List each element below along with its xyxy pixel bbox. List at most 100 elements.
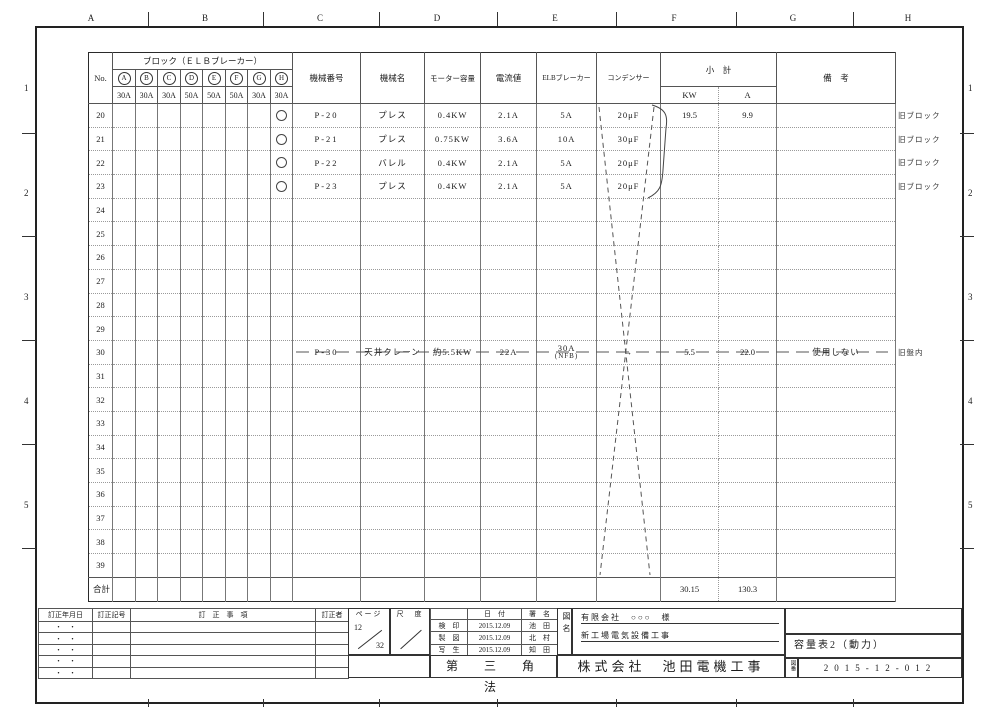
block-cell bbox=[112, 269, 136, 294]
block-cell bbox=[135, 364, 158, 389]
block-cell bbox=[247, 364, 271, 389]
block-cell bbox=[180, 150, 203, 176]
block-cell bbox=[135, 340, 158, 365]
zone-tick-left bbox=[22, 444, 36, 445]
sign-name-header: 署 名 bbox=[521, 608, 558, 620]
block-cell bbox=[247, 529, 271, 555]
remarks-cell bbox=[776, 435, 897, 460]
block-cell bbox=[180, 127, 203, 152]
remarks-cell bbox=[776, 103, 897, 128]
block-cell bbox=[225, 411, 248, 436]
condenser-value bbox=[596, 198, 662, 223]
zone-tick-left bbox=[22, 236, 36, 237]
remarks-cell bbox=[776, 506, 897, 531]
block-cell bbox=[180, 553, 203, 578]
header-elb: ELBブレーカー bbox=[536, 52, 598, 104]
correction-symbol bbox=[92, 620, 131, 634]
block-letter-header: A bbox=[112, 69, 136, 87]
machine-no bbox=[292, 198, 362, 223]
zone-tick-bottom bbox=[497, 699, 498, 707]
block-cell bbox=[157, 269, 181, 294]
block-cell bbox=[112, 435, 136, 460]
condenser-value bbox=[596, 435, 662, 460]
correction-row: ・ ・ bbox=[38, 620, 349, 634]
header-subtotal: 小 計 bbox=[660, 52, 778, 87]
block-cell bbox=[180, 174, 203, 199]
block-cell bbox=[225, 506, 248, 531]
block-cell bbox=[112, 150, 136, 176]
block-cell bbox=[157, 340, 181, 365]
zone-tick-right bbox=[960, 133, 974, 134]
subtotal-kw bbox=[660, 387, 720, 412]
page-label: ページ bbox=[355, 610, 383, 618]
block-cell bbox=[180, 198, 203, 223]
subtotal-a bbox=[718, 221, 778, 247]
machine-name: プレス bbox=[360, 103, 426, 128]
motor-capacity bbox=[424, 245, 482, 270]
motor-capacity bbox=[424, 458, 482, 483]
table-row: 25 bbox=[88, 221, 897, 247]
remarks-cell bbox=[776, 458, 897, 483]
block-cell bbox=[157, 576, 181, 602]
header-remarks: 備 考 bbox=[776, 52, 897, 104]
block-cell bbox=[180, 435, 203, 460]
zone-tick-right bbox=[960, 548, 974, 549]
table-row: 38 bbox=[88, 529, 897, 555]
block-cell bbox=[135, 482, 158, 507]
block-cell bbox=[202, 103, 226, 128]
circled-letter: B bbox=[140, 71, 153, 85]
zone-number-left: 1 bbox=[24, 83, 29, 93]
block-cell bbox=[247, 482, 271, 507]
current-value: 2.1A bbox=[480, 174, 538, 199]
machine-name: プレス bbox=[360, 127, 426, 152]
block-cell bbox=[157, 435, 181, 460]
signature-date: 2015.12.09 bbox=[467, 631, 522, 645]
block-cell bbox=[202, 576, 226, 602]
subtotal-kw bbox=[660, 269, 720, 294]
table-row: 29 bbox=[88, 316, 897, 341]
row-no: 24 bbox=[88, 198, 113, 223]
signature-role: 検 印 bbox=[430, 618, 468, 633]
table-row: 28 bbox=[88, 293, 897, 318]
block-cell bbox=[112, 340, 136, 365]
remarks-cell bbox=[776, 316, 897, 341]
subtotal-kw bbox=[660, 458, 720, 483]
block-cell bbox=[202, 364, 226, 389]
elb-breaker bbox=[536, 411, 598, 436]
block-cell bbox=[247, 458, 271, 483]
block-cell bbox=[157, 150, 181, 176]
block-cell bbox=[202, 340, 226, 365]
block-cell bbox=[112, 316, 136, 341]
zone-number-right: 1 bbox=[968, 83, 973, 93]
remarks-cell bbox=[776, 482, 897, 507]
client-box: 有限会社 ○○○ 様 新工場電気設備工事 bbox=[572, 608, 785, 655]
subtotal-kw bbox=[660, 293, 720, 318]
condenser-value bbox=[596, 245, 662, 270]
sheet-title: 容量表2（動力） bbox=[785, 634, 962, 658]
block-amp: 30A bbox=[157, 86, 181, 104]
block-cell bbox=[112, 458, 136, 483]
scale-label: 尺 度 bbox=[396, 610, 424, 618]
current-value bbox=[480, 387, 538, 412]
client-name: 有限会社 ○○○ 様 bbox=[581, 612, 779, 624]
machine-no bbox=[292, 387, 362, 412]
block-cell bbox=[157, 458, 181, 483]
subtotal-kw bbox=[660, 411, 720, 436]
correction-item bbox=[130, 655, 316, 668]
correction-row: ・ ・ bbox=[38, 666, 349, 679]
machine-no: P-21 bbox=[292, 127, 362, 152]
zone-number-right: 4 bbox=[968, 396, 973, 406]
block-cell bbox=[157, 316, 181, 341]
machine-no bbox=[292, 553, 362, 578]
total-kw: 30.15 bbox=[660, 576, 720, 602]
motor-capacity bbox=[424, 576, 482, 602]
block-cell bbox=[135, 411, 158, 436]
subtotal-kw bbox=[660, 127, 720, 152]
selected-block-mark bbox=[276, 133, 287, 145]
subtotal-kw bbox=[660, 174, 720, 199]
correction-row: ・ ・ bbox=[38, 643, 349, 657]
motor-capacity bbox=[424, 221, 482, 247]
motor-capacity bbox=[424, 316, 482, 341]
block-cell bbox=[247, 340, 271, 365]
block-cell bbox=[112, 293, 136, 318]
